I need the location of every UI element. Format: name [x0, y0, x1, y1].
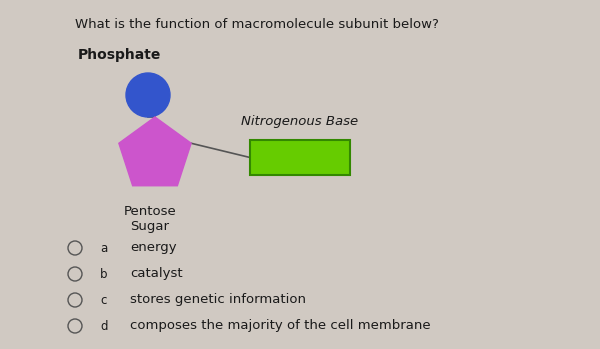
Text: Pentose
Sugar: Pentose Sugar: [124, 205, 176, 233]
Bar: [250, 140, 350, 175]
Text: stores genetic information: stores genetic information: [130, 294, 306, 306]
Text: c: c: [100, 294, 106, 306]
Text: Phosphate: Phosphate: [78, 48, 161, 62]
Ellipse shape: [126, 73, 170, 117]
Text: b: b: [100, 267, 107, 281]
Text: a: a: [100, 242, 107, 254]
Text: Nitrogenous Base: Nitrogenous Base: [241, 115, 359, 128]
Text: What is the function of macromolecule subunit below?: What is the function of macromolecule su…: [75, 18, 439, 31]
Polygon shape: [119, 117, 191, 186]
Text: d: d: [100, 319, 107, 333]
Text: composes the majority of the cell membrane: composes the majority of the cell membra…: [130, 319, 431, 333]
Text: energy: energy: [130, 242, 176, 254]
Text: catalyst: catalyst: [130, 267, 182, 281]
